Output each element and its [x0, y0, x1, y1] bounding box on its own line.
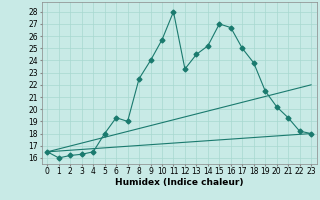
X-axis label: Humidex (Indice chaleur): Humidex (Indice chaleur): [115, 178, 244, 187]
